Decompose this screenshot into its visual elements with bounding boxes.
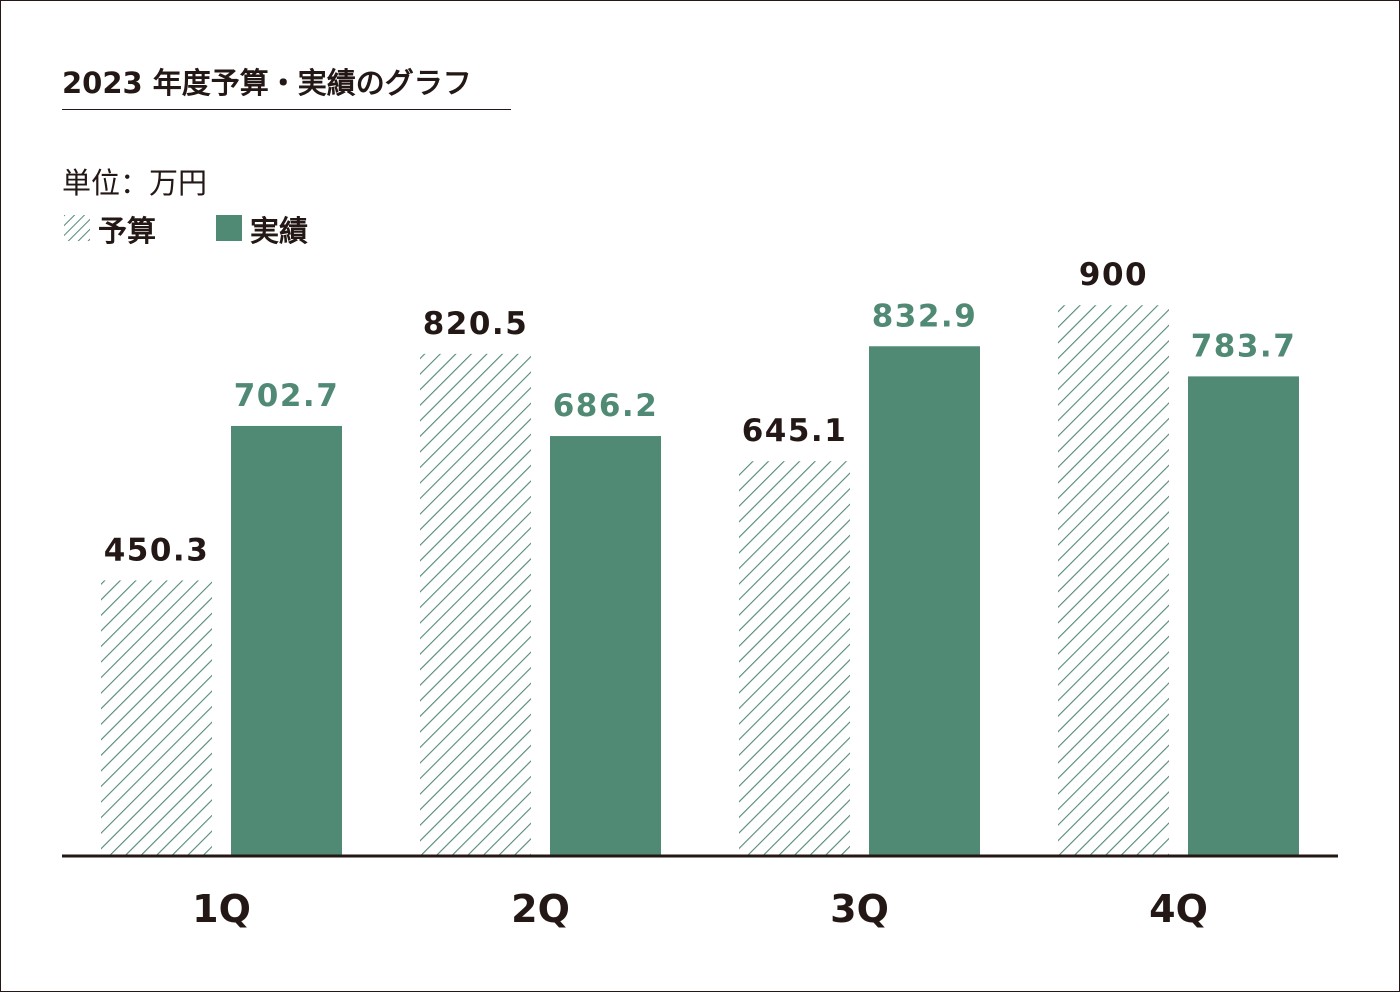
legend-swatch-solid: [216, 215, 242, 241]
bar-budget-1q: [101, 580, 212, 856]
value-label-actual-3q: 832.9: [872, 298, 978, 334]
x-tick-label-4q: 4Q: [1149, 887, 1208, 931]
value-label-budget-4q: 900: [1079, 257, 1148, 293]
x-tick-label-1q: 1Q: [192, 887, 251, 931]
bar-budget-4q: [1058, 305, 1169, 856]
x-tick-label-2q: 2Q: [511, 887, 570, 931]
bar-actual-2q: [550, 436, 661, 856]
value-label-actual-2q: 686.2: [553, 388, 659, 424]
legend-label-budget: 予算: [98, 214, 157, 248]
title-underline: [62, 109, 511, 110]
value-labels-layer: 450.3 702.7 820.5 686.2 645.1 832.9 900 783.7: [104, 257, 1297, 568]
x-tick-label-3q: 3Q: [830, 887, 889, 931]
x-tick-labels-layer: 1Q 2Q 3Q 4Q: [192, 887, 1208, 931]
value-label-budget-1q: 450.3: [104, 532, 210, 568]
value-label-actual-4q: 783.7: [1191, 328, 1297, 364]
bar-budget-3q: [739, 461, 850, 856]
chart-title: 2023 年度予算・実績のグラフ: [62, 66, 472, 100]
bars-layer: [101, 305, 1299, 856]
legend-swatch-hatched: [64, 215, 90, 241]
value-label-budget-3q: 645.1: [742, 413, 848, 449]
value-label-budget-2q: 820.5: [423, 306, 529, 342]
bar-actual-1q: [231, 425, 342, 856]
bar-actual-3q: [869, 346, 980, 856]
bar-actual-4q: [1188, 376, 1299, 856]
bar-budget-2q: [420, 353, 531, 856]
legend-label-actual: 実績: [250, 214, 309, 248]
value-label-actual-1q: 702.7: [234, 378, 340, 414]
unit-label: 単位：万円: [62, 166, 208, 200]
